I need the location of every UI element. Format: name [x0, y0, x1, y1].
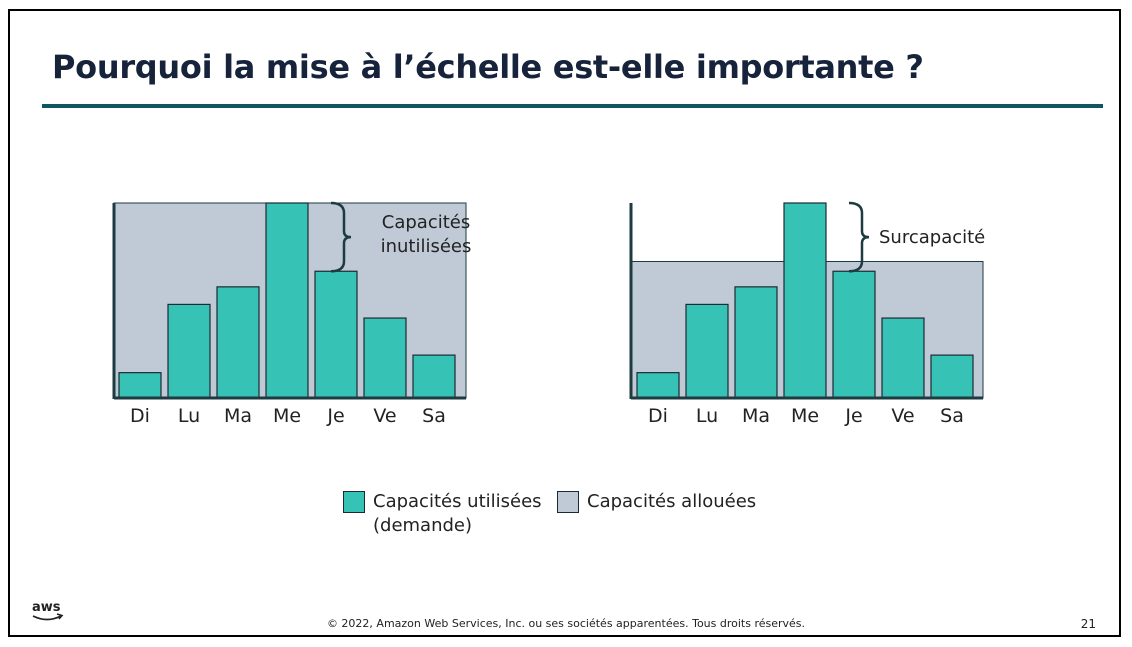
- page-number: 21: [1080, 617, 1096, 631]
- bar-sa: [930, 354, 974, 399]
- bar-ve: [363, 317, 407, 399]
- legend-label-used: Capacités utilisées (demande): [373, 490, 542, 538]
- chart-2: Di Lu Ma Me Je Ve Sa Surcapacité: [629, 201, 985, 427]
- legend-label-used-line2: (demande): [373, 515, 473, 536]
- bar-sa: [412, 354, 456, 399]
- tick-label-sa: Sa: [940, 405, 964, 427]
- slide-title: Pourquoi la mise à l’échelle est-elle im…: [52, 48, 924, 86]
- tick-label-me: Me: [273, 405, 301, 427]
- annotation-label-2: inutilisées: [381, 236, 472, 257]
- annotation-label-1: Surcapacité: [879, 227, 985, 248]
- aws-smile-arrow-icon: [32, 615, 62, 621]
- tick-label-ve: Ve: [373, 405, 396, 427]
- tick-label-lu: Lu: [178, 405, 200, 427]
- legend-label-allocated: Capacités allouées: [587, 491, 757, 512]
- tick-label-di: Di: [648, 405, 668, 427]
- chart-1: Di Lu Ma Me Je Ve Sa Capacités inutilisées: [112, 201, 472, 427]
- legend-item-allocated: Capacités allouées: [557, 490, 756, 514]
- tick-label-je: Je: [844, 405, 862, 427]
- tick-label-ma: Ma: [224, 405, 252, 427]
- aws-logo-text: aws: [32, 600, 61, 615]
- tick-label-ma: Ma: [742, 405, 770, 427]
- bar-ve: [881, 317, 925, 399]
- brace-icon: [848, 201, 870, 273]
- aws-logo: aws: [32, 600, 64, 621]
- bar-me: [265, 202, 309, 399]
- aws-arrow-head-icon: [56, 613, 64, 620]
- brace-icon: [330, 201, 352, 273]
- bar-di: [636, 372, 680, 399]
- tick-label-sa: Sa: [422, 405, 446, 427]
- bar-ma: [216, 286, 260, 399]
- bar-di: [118, 372, 162, 399]
- tick-label-me: Me: [791, 405, 819, 427]
- bar-je: [314, 270, 358, 399]
- legend-label-used-line1: Capacités utilisées: [373, 491, 542, 512]
- tick-label-je: Je: [326, 405, 344, 427]
- annotation-label-1: Capacités: [382, 212, 470, 233]
- tick-label-di: Di: [130, 405, 150, 427]
- tick-label-ve: Ve: [891, 405, 914, 427]
- legend-swatch-used: [343, 491, 365, 513]
- bar-ma: [734, 286, 778, 399]
- bar-lu: [685, 303, 729, 399]
- bar-me: [783, 202, 827, 399]
- bar-lu: [167, 303, 211, 399]
- title-underline: [42, 104, 1103, 108]
- tick-label-lu: Lu: [696, 405, 718, 427]
- bar-je: [832, 270, 876, 399]
- legend-item-used: Capacités utilisées (demande): [343, 490, 542, 538]
- copyright-footer: © 2022, Amazon Web Services, Inc. ou ses…: [326, 617, 806, 630]
- legend-swatch-allocated: [557, 491, 579, 513]
